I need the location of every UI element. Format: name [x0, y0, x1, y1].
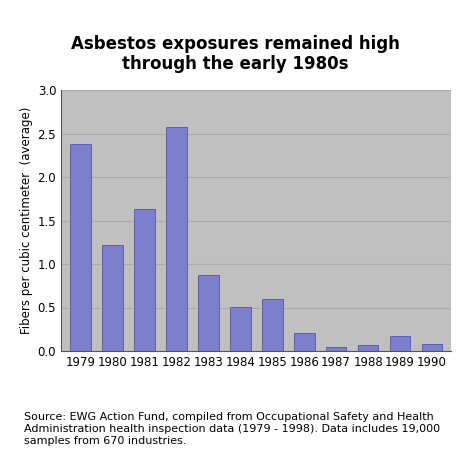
Bar: [102, 245, 123, 351]
Text: Asbestos exposures remained high
through the early 1980s: Asbestos exposures remained high through…: [70, 35, 400, 73]
Bar: [358, 345, 378, 351]
Bar: [390, 336, 410, 351]
Bar: [422, 344, 442, 351]
Bar: [198, 275, 219, 351]
Bar: [326, 346, 346, 351]
Bar: [262, 299, 282, 351]
Bar: [166, 127, 187, 351]
Text: Source: EWG Action Fund, compiled from Occupational Safety and Health
Administra: Source: EWG Action Fund, compiled from O…: [24, 412, 439, 446]
Bar: [230, 306, 251, 351]
Bar: [294, 333, 314, 351]
Y-axis label: Fibers per cubic centimeter  (average): Fibers per cubic centimeter (average): [21, 107, 33, 334]
Bar: [70, 144, 91, 351]
Bar: [134, 209, 155, 351]
